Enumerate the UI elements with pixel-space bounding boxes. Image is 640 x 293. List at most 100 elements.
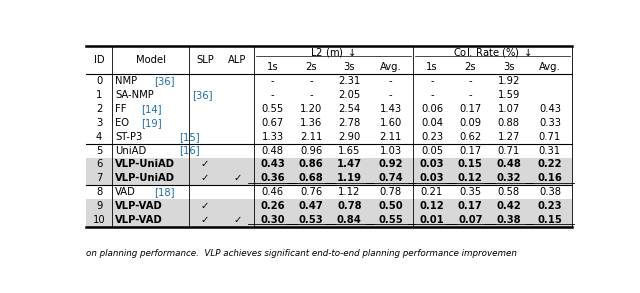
Text: 0.78: 0.78 <box>380 187 402 197</box>
Text: 0.84: 0.84 <box>337 215 362 225</box>
Text: 0.22: 0.22 <box>538 159 562 169</box>
Text: 0.43: 0.43 <box>260 159 285 169</box>
Text: 0.23: 0.23 <box>421 132 443 142</box>
Text: 0.30: 0.30 <box>260 215 285 225</box>
Text: Model: Model <box>136 55 166 65</box>
Text: 1.59: 1.59 <box>497 90 520 100</box>
Text: 0.68: 0.68 <box>299 173 323 183</box>
Text: 0.07: 0.07 <box>458 215 483 225</box>
Text: 0.74: 0.74 <box>378 173 403 183</box>
Text: 0.16: 0.16 <box>538 173 563 183</box>
Text: 2s: 2s <box>305 62 317 72</box>
Text: 0.26: 0.26 <box>260 201 285 211</box>
Text: 0.17: 0.17 <box>459 104 481 114</box>
Text: 6: 6 <box>96 159 102 169</box>
Text: ID: ID <box>94 55 104 65</box>
Text: 0.78: 0.78 <box>337 201 362 211</box>
Text: 0.42: 0.42 <box>496 201 521 211</box>
Text: [19]: [19] <box>141 118 162 128</box>
Text: 0.76: 0.76 <box>300 187 322 197</box>
Text: 0.12: 0.12 <box>458 173 483 183</box>
Text: VLP-UniAD: VLP-UniAD <box>115 159 175 169</box>
Text: NMP: NMP <box>115 76 138 86</box>
Text: 0.46: 0.46 <box>262 187 284 197</box>
Text: 0.05: 0.05 <box>421 146 443 156</box>
Text: 1.36: 1.36 <box>300 118 322 128</box>
Text: L2 (m) $\downarrow$: L2 (m) $\downarrow$ <box>310 46 356 59</box>
Text: ✓: ✓ <box>201 159 209 169</box>
Text: on planning performance.  VLP achieves significant end-to-end planning performan: on planning performance. VLP achieves si… <box>86 250 517 258</box>
Text: 0.53: 0.53 <box>299 215 323 225</box>
Text: 4: 4 <box>96 132 102 142</box>
Text: -: - <box>271 76 275 86</box>
Text: VLP-UniAD: VLP-UniAD <box>115 173 175 183</box>
Text: 0.36: 0.36 <box>260 173 285 183</box>
Text: ALP: ALP <box>228 55 246 65</box>
Text: Col. Rate (%) $\downarrow$: Col. Rate (%) $\downarrow$ <box>452 46 532 59</box>
Text: 0.62: 0.62 <box>459 132 481 142</box>
Text: 7: 7 <box>96 173 102 183</box>
Text: 0.03: 0.03 <box>420 173 444 183</box>
Text: VAD: VAD <box>115 187 136 197</box>
Text: 2.78: 2.78 <box>338 118 360 128</box>
Text: SA-NMP: SA-NMP <box>115 90 154 100</box>
Text: 0.38: 0.38 <box>539 187 561 197</box>
Text: VLP-VAD: VLP-VAD <box>115 201 163 211</box>
Text: 2.90: 2.90 <box>338 132 360 142</box>
Text: 0.86: 0.86 <box>299 159 323 169</box>
Text: 0.15: 0.15 <box>458 159 483 169</box>
Text: -: - <box>271 90 275 100</box>
Text: 0: 0 <box>96 76 102 86</box>
Text: 0.96: 0.96 <box>300 146 322 156</box>
Text: 1.19: 1.19 <box>337 173 362 183</box>
Text: 0.71: 0.71 <box>497 146 520 156</box>
Text: [15]: [15] <box>180 132 200 142</box>
Text: 0.15: 0.15 <box>538 215 563 225</box>
Text: 2.11: 2.11 <box>380 132 402 142</box>
Text: -: - <box>468 76 472 86</box>
Text: 1s: 1s <box>267 62 278 72</box>
Text: 3: 3 <box>96 118 102 128</box>
Text: 5: 5 <box>96 146 102 156</box>
Bar <box>86 213 572 227</box>
Text: -: - <box>389 76 392 86</box>
Text: 0.31: 0.31 <box>539 146 561 156</box>
Text: EO: EO <box>115 118 129 128</box>
Text: 9: 9 <box>96 201 102 211</box>
Text: 2.54: 2.54 <box>338 104 360 114</box>
Text: 0.55: 0.55 <box>262 104 284 114</box>
Text: 0.23: 0.23 <box>538 201 562 211</box>
Text: -: - <box>430 76 434 86</box>
Text: 2.11: 2.11 <box>300 132 322 142</box>
Text: 0.88: 0.88 <box>497 118 520 128</box>
Text: 0.33: 0.33 <box>539 118 561 128</box>
Text: SLP: SLP <box>196 55 214 65</box>
Text: -: - <box>468 90 472 100</box>
Text: 0.35: 0.35 <box>460 187 481 197</box>
Text: ✓: ✓ <box>201 201 209 211</box>
Text: -: - <box>309 90 313 100</box>
Text: 10: 10 <box>93 215 106 225</box>
Text: ✓: ✓ <box>233 215 241 225</box>
Text: [14]: [14] <box>141 104 161 114</box>
Text: Avg.: Avg. <box>380 62 401 72</box>
Text: ✓: ✓ <box>201 215 209 225</box>
Text: 0.21: 0.21 <box>421 187 443 197</box>
Text: Avg.: Avg. <box>539 62 561 72</box>
Text: 1: 1 <box>96 90 102 100</box>
Text: 0.17: 0.17 <box>459 146 481 156</box>
Text: 0.01: 0.01 <box>420 215 444 225</box>
Text: -: - <box>430 90 434 100</box>
Text: 3s: 3s <box>344 62 355 72</box>
Text: 1.12: 1.12 <box>338 187 360 197</box>
Text: 0.48: 0.48 <box>496 159 521 169</box>
Text: 0.55: 0.55 <box>378 215 403 225</box>
Text: 0.71: 0.71 <box>539 132 561 142</box>
Text: 0.48: 0.48 <box>262 146 284 156</box>
Text: 1.60: 1.60 <box>380 118 402 128</box>
Text: [36]: [36] <box>154 76 174 86</box>
Text: ✓: ✓ <box>233 173 241 183</box>
Text: 0.67: 0.67 <box>262 118 284 128</box>
Text: ✓: ✓ <box>201 173 209 183</box>
Text: 1.33: 1.33 <box>262 132 284 142</box>
